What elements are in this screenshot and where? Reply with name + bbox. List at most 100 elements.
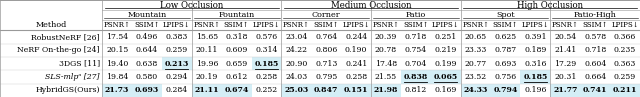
Bar <box>341 84 371 97</box>
Text: 0.713: 0.713 <box>315 60 337 68</box>
Bar <box>192 84 221 97</box>
Text: LPIPS↓: LPIPS↓ <box>163 21 191 29</box>
Text: 0.258: 0.258 <box>345 73 367 81</box>
Text: 0.496: 0.496 <box>136 33 158 41</box>
Text: 0.674: 0.674 <box>225 86 249 94</box>
Bar <box>431 70 461 84</box>
Text: 25.03: 25.03 <box>284 86 308 94</box>
Text: 0.612: 0.612 <box>225 73 248 81</box>
Text: SSIM↑: SSIM↑ <box>314 21 339 29</box>
Text: 0.693: 0.693 <box>494 60 516 68</box>
Text: Patio-High: Patio-High <box>573 11 616 19</box>
Text: 0.199: 0.199 <box>435 60 457 68</box>
Text: SSIM↑: SSIM↑ <box>134 21 160 29</box>
Text: Corner: Corner <box>312 11 340 19</box>
Text: 21.98: 21.98 <box>374 86 398 94</box>
Text: 0.258: 0.258 <box>255 73 278 81</box>
Bar <box>520 70 550 84</box>
Text: 0.638: 0.638 <box>136 60 158 68</box>
Bar <box>312 84 341 97</box>
Text: PSNR↑: PSNR↑ <box>462 21 489 29</box>
Text: 20.54: 20.54 <box>554 33 577 41</box>
Bar <box>252 57 282 70</box>
Text: HybridGS(Ours): HybridGS(Ours) <box>35 86 100 94</box>
Text: 0.704: 0.704 <box>405 60 427 68</box>
Text: Method: Method <box>35 21 67 29</box>
Text: Mountain: Mountain <box>127 11 166 19</box>
Text: 0.756: 0.756 <box>495 73 516 81</box>
Text: 0.185: 0.185 <box>254 60 279 68</box>
Text: 0.318: 0.318 <box>225 33 248 41</box>
Text: 0.787: 0.787 <box>495 46 516 54</box>
Text: 24.03: 24.03 <box>285 73 308 81</box>
Text: High Occlusion: High Occlusion <box>517 1 584 10</box>
Text: 0.241: 0.241 <box>345 60 367 68</box>
Text: 0.795: 0.795 <box>315 73 337 81</box>
Text: PSNR↑: PSNR↑ <box>104 21 131 29</box>
Bar <box>102 84 132 97</box>
Text: 21.77: 21.77 <box>553 86 577 94</box>
Text: 0.251: 0.251 <box>435 33 457 41</box>
Text: 15.65: 15.65 <box>196 33 218 41</box>
Text: 0.391: 0.391 <box>524 33 547 41</box>
Bar <box>491 84 520 97</box>
Text: 20.65: 20.65 <box>465 33 487 41</box>
Text: 0.151: 0.151 <box>344 86 369 94</box>
Text: 0.383: 0.383 <box>166 33 188 41</box>
Bar <box>550 84 580 97</box>
Text: Patio: Patio <box>406 11 426 19</box>
Text: 0.213: 0.213 <box>164 60 189 68</box>
Text: 23.04: 23.04 <box>285 33 308 41</box>
Text: 20.15: 20.15 <box>106 46 128 54</box>
Text: 0.625: 0.625 <box>495 33 516 41</box>
Text: 3DGS [11]: 3DGS [11] <box>58 60 100 68</box>
Text: 0.363: 0.363 <box>614 60 636 68</box>
Text: 0.806: 0.806 <box>315 46 337 54</box>
Text: 0.609: 0.609 <box>225 46 248 54</box>
Text: 17.54: 17.54 <box>106 33 128 41</box>
Text: 19.96: 19.96 <box>196 60 218 68</box>
Text: 17.48: 17.48 <box>375 60 397 68</box>
Text: 20.31: 20.31 <box>554 73 577 81</box>
Text: 20.19: 20.19 <box>196 73 218 81</box>
Text: PSNR↑: PSNR↑ <box>372 21 399 29</box>
Text: 20.39: 20.39 <box>375 33 397 41</box>
Bar <box>610 84 640 97</box>
Text: 0.219: 0.219 <box>435 46 457 54</box>
Bar <box>162 57 192 70</box>
Text: 21.11: 21.11 <box>195 86 219 94</box>
Text: 21.41: 21.41 <box>554 46 577 54</box>
Text: 0.754: 0.754 <box>405 46 427 54</box>
Text: Low Occlusion: Low Occlusion <box>160 1 223 10</box>
Text: 17.29: 17.29 <box>554 60 577 68</box>
Text: Fountain: Fountain <box>218 11 255 19</box>
Bar <box>221 84 252 97</box>
Text: 20.90: 20.90 <box>285 60 308 68</box>
Text: 0.741: 0.741 <box>583 86 607 94</box>
Text: PSNR↑: PSNR↑ <box>552 21 579 29</box>
Text: 0.576: 0.576 <box>255 33 278 41</box>
Text: 24.22: 24.22 <box>285 46 307 54</box>
Text: 0.794: 0.794 <box>493 86 518 94</box>
Text: 21.73: 21.73 <box>105 86 129 94</box>
Bar <box>580 84 610 97</box>
Text: 0.065: 0.065 <box>434 73 458 81</box>
Text: 0.284: 0.284 <box>166 86 188 94</box>
Text: 20.77: 20.77 <box>465 60 487 68</box>
Text: 20.78: 20.78 <box>375 46 397 54</box>
Text: 0.259: 0.259 <box>166 46 188 54</box>
Text: SSIM↑: SSIM↑ <box>403 21 429 29</box>
Text: 0.314: 0.314 <box>255 46 278 54</box>
Text: 0.580: 0.580 <box>136 73 158 81</box>
Text: 0.838: 0.838 <box>404 73 428 81</box>
Text: RobustNeRF [26]: RobustNeRF [26] <box>31 33 100 41</box>
Text: 0.211: 0.211 <box>613 86 637 94</box>
Text: Medium Occlusion: Medium Occlusion <box>331 1 412 10</box>
Text: 0.185: 0.185 <box>524 73 548 81</box>
Bar <box>132 84 162 97</box>
Bar <box>371 84 401 97</box>
Text: 0.190: 0.190 <box>345 46 367 54</box>
Text: 0.578: 0.578 <box>584 33 606 41</box>
Text: 23.52: 23.52 <box>465 73 487 81</box>
Text: PSNR↑: PSNR↑ <box>283 21 310 29</box>
